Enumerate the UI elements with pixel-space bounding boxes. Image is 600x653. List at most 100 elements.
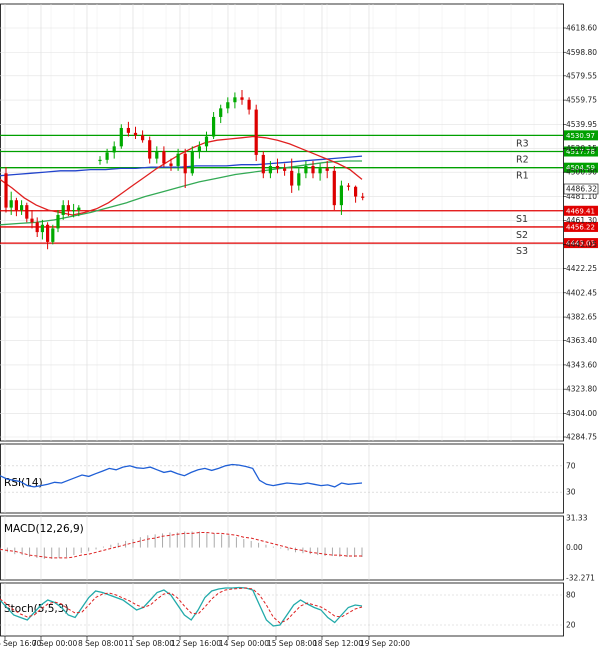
candle-body — [133, 132, 138, 136]
candle-body — [254, 109, 258, 155]
level-tag-label-R1: 4504.59 — [566, 164, 595, 172]
stoch-panel: Stoch(5,5,3) 80 20 — [0, 586, 576, 630]
current-price-label: 4486.32 — [566, 185, 597, 194]
macd-signal-line — [0, 532, 362, 559]
rsi-tick-label: 30 — [566, 488, 576, 497]
level-tag-R1 — [564, 162, 598, 173]
x-tick-label: 11 Sep 08:00 — [124, 639, 174, 648]
x-tick-label: 15 Sep 08:00 — [267, 639, 317, 648]
candle-body — [9, 200, 13, 208]
candle-body — [169, 163, 173, 166]
panel-frames — [0, 3, 564, 637]
panel-frame-3 — [0, 582, 564, 637]
candle-body — [325, 168, 329, 171]
y-tick-label: 4343.60 — [566, 360, 597, 369]
y-tick-label: 4539.95 — [566, 120, 597, 129]
level-tag-label-S1: 4469.41 — [566, 207, 595, 215]
rsi-line — [0, 463, 363, 488]
candle-body — [155, 151, 159, 159]
x-tick-label: 18 Sep 12:00 — [313, 639, 363, 648]
x-tick-label: 12 Sep 16:00 — [171, 639, 221, 648]
x-tick-label: 14 Sep 00:00 — [219, 639, 269, 648]
panel-frame-2 — [0, 515, 564, 581]
ma-green-line — [0, 160, 362, 226]
candle-body — [61, 205, 65, 215]
y-tick-label: 4598.80 — [566, 48, 597, 57]
level-name-S3: S3 — [516, 246, 528, 257]
y-tick-label: 4481.10 — [566, 192, 597, 201]
candle-body — [35, 222, 39, 233]
stoch-tick-label: 80 — [566, 591, 576, 600]
candle-body — [204, 136, 209, 147]
candles — [4, 89, 365, 250]
level-tag-S2 — [564, 221, 598, 232]
macd-tick-label: 0.00 — [566, 543, 583, 552]
candle-body — [66, 205, 70, 212]
candle-body — [290, 170, 294, 186]
candle-body — [212, 116, 216, 137]
macd-tick-label: -32.271 — [566, 574, 595, 583]
grid-lines — [0, 4, 563, 636]
candle-body — [4, 173, 8, 208]
y-tick-label: 4442.05 — [566, 240, 597, 249]
candle-body — [126, 127, 130, 133]
y-tick-label: 4422.25 — [566, 264, 597, 273]
y-tick-label: 4323.80 — [566, 385, 597, 394]
y-tick-label: 4382.65 — [566, 313, 597, 322]
level-tag-label-R2: 4517.78 — [566, 148, 595, 156]
candle-body — [332, 170, 336, 206]
panel-frame-0 — [0, 3, 564, 442]
candle-body — [283, 168, 287, 171]
stoch-tick-label: 20 — [566, 621, 576, 630]
y-tick-label: 4402.45 — [566, 288, 597, 297]
candle-body — [318, 168, 322, 174]
candle-body — [30, 218, 34, 223]
candle-body — [56, 214, 60, 229]
y-tick-label: 4520.15 — [566, 144, 597, 153]
y-tick-label: 4461.30 — [566, 216, 597, 225]
candle-body — [190, 151, 194, 174]
x-tick-label: 7 Sep 00:00 — [32, 639, 78, 648]
candle-body — [14, 200, 18, 211]
macd-tick-label: 31.33 — [566, 514, 588, 523]
candle-body — [311, 165, 315, 174]
y-tick-label: 4559.75 — [566, 96, 597, 105]
y-tick-label: 4304.00 — [566, 409, 597, 418]
candle-body — [141, 135, 145, 141]
x-tick-label: 6 Sep 16:00 — [0, 639, 42, 648]
level-name-R3: R3 — [516, 138, 529, 149]
y-tick-label: 4618.60 — [566, 24, 597, 33]
ma-blue-line — [0, 155, 363, 177]
candle-body — [148, 140, 152, 159]
candle-body — [25, 205, 29, 219]
y-tick-label: 4363.40 — [566, 336, 597, 345]
level-tag-label-S3: 4443.03 — [566, 240, 595, 248]
candle-body — [162, 151, 166, 164]
candle-body — [261, 154, 265, 174]
level-name-S2: S2 — [516, 230, 528, 241]
candle-body — [297, 173, 301, 186]
candle-body — [40, 224, 44, 233]
level-tag-R3 — [564, 130, 598, 141]
candle-body — [304, 165, 308, 174]
candle-body — [275, 165, 280, 169]
level-name-R2: R2 — [516, 155, 529, 166]
candle-body — [346, 185, 351, 187]
candle-body — [226, 102, 230, 109]
candle-body — [339, 185, 343, 206]
moving-averages — [0, 135, 363, 226]
candle-body — [354, 186, 358, 197]
candle-body — [240, 97, 244, 100]
y-tick-label: 4500.90 — [566, 168, 597, 177]
y-tick-label: 4284.75 — [566, 433, 597, 442]
candle-body — [176, 153, 180, 166]
level-tag-label-R3: 4530.97 — [566, 132, 595, 140]
candle-body — [268, 165, 272, 174]
candle-body — [233, 97, 237, 103]
candle-body — [72, 210, 76, 212]
candle-body — [112, 146, 116, 153]
level-name-R1: R1 — [516, 171, 529, 182]
candle-body — [51, 228, 55, 242]
